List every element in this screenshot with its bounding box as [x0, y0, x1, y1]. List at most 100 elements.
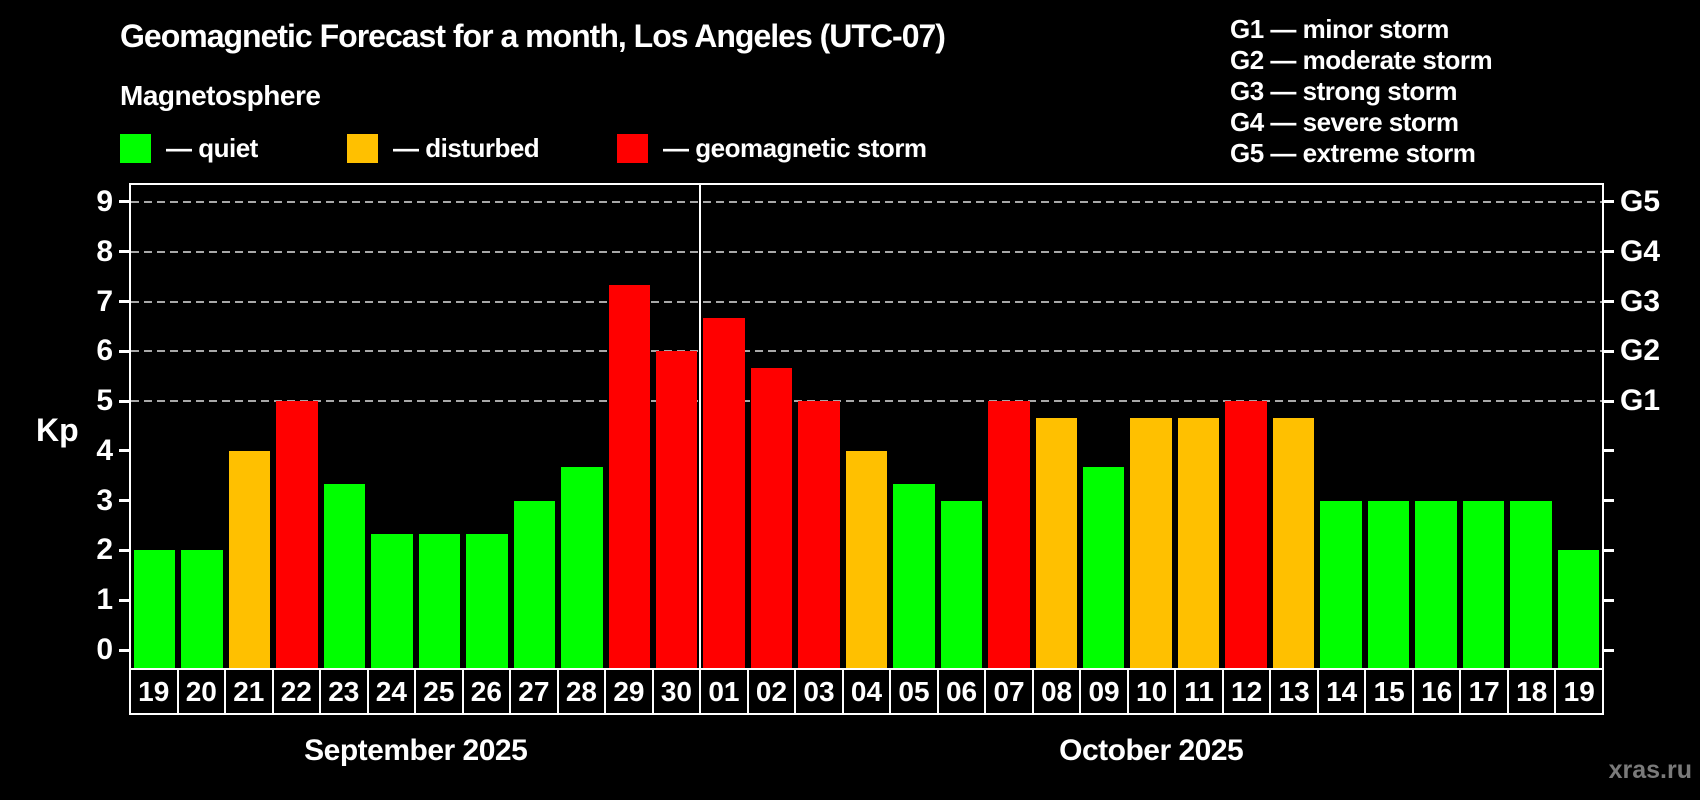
kp-bar: [323, 484, 366, 668]
y-axis-tick-right: [1604, 399, 1614, 403]
y-axis-tick-right: [1604, 449, 1614, 453]
g-level-label: G3: [1620, 284, 1661, 318]
date-cell: 27: [509, 668, 559, 715]
kp-bar: [466, 534, 508, 668]
kp-bar: [608, 285, 650, 668]
g1-legend-row: G1 — minor storm: [1230, 14, 1449, 44]
date-cell: 05: [889, 668, 939, 715]
y-axis-tick-right: [1604, 648, 1614, 652]
date-cell: 03: [794, 668, 844, 715]
date-cell: 18: [1506, 668, 1557, 715]
y-axis-tick-left: [119, 300, 129, 304]
kp-bar: [1177, 417, 1220, 668]
g4-legend-row: G4 — severe storm: [1230, 107, 1459, 137]
kp-bar: [1225, 401, 1267, 668]
date-axis-row: 19 20 21 22 23 24 25 26 27 28 29 30 01 02 03 04 05 06 07 08…: [129, 668, 1604, 715]
y-axis-tick-right: [1604, 499, 1614, 503]
kp-bar: [940, 500, 983, 668]
date-cell: 26: [461, 668, 512, 715]
disturbed-legend-label: — disturbed: [393, 133, 540, 163]
kp-bar: [1083, 467, 1125, 668]
g2-legend-row: G2 — moderate storm: [1230, 45, 1493, 75]
date-cell: 02: [746, 668, 797, 715]
date-cell: 12: [1221, 668, 1272, 715]
date-cell: 20: [176, 668, 227, 715]
kp-gridline: [131, 300, 1602, 303]
kp-bar: [703, 317, 745, 668]
y-axis-title: Kp: [36, 412, 79, 448]
date-cell: 07: [984, 668, 1034, 715]
date-cell: 09: [1079, 668, 1129, 715]
y-axis-tick-left: [119, 349, 129, 353]
y-axis-tick-right: [1604, 349, 1614, 353]
quiet-legend-swatch: [120, 134, 151, 163]
date-cell: 13: [1269, 668, 1319, 715]
date-cell: 15: [1364, 668, 1414, 715]
date-cell: 23: [319, 668, 369, 715]
y-axis-tick-label: 5: [96, 384, 113, 418]
kp-gridline: [131, 350, 1602, 353]
plot-border-right: [1602, 183, 1604, 670]
date-cell: 21: [224, 668, 274, 715]
y-axis-tick-label: 9: [96, 184, 113, 218]
y-axis-tick-left: [119, 399, 129, 403]
kp-bar: [1272, 417, 1315, 668]
y-axis-tick-left: [119, 548, 129, 552]
date-cell: 06: [936, 668, 987, 715]
date-cell: 22: [271, 668, 322, 715]
kp-bar: [1557, 550, 1599, 668]
date-cell: 19: [1554, 668, 1604, 715]
kp-gridline: [131, 200, 1602, 203]
y-axis-tick-label: 4: [96, 433, 113, 467]
y-axis-tick-left: [119, 200, 129, 204]
kp-bar: [1415, 500, 1457, 668]
kp-bar: [1510, 500, 1552, 668]
disturbed-legend-swatch: [347, 134, 378, 163]
g-level-label: G5: [1620, 184, 1661, 218]
chart-subtitle: Magnetosphere: [120, 80, 321, 111]
kp-bar: [276, 401, 318, 668]
chart-title: Geomagnetic Forecast for a month, Los An…: [120, 18, 946, 54]
y-axis-tick-left: [119, 598, 129, 602]
g-scale-legend: G1 — minor storm G2 — moderate storm G3 …: [1230, 14, 1493, 169]
plot-border-top: [129, 183, 1604, 185]
kp-bar: [845, 450, 888, 668]
kp-bar: [1035, 417, 1078, 668]
date-cell: 17: [1459, 668, 1509, 715]
kp-bar: [1462, 500, 1505, 668]
kp-gridline: [131, 250, 1602, 253]
g5-legend-row: G5 — extreme storm: [1230, 138, 1476, 168]
kp-bar: [181, 550, 223, 668]
date-cell: 16: [1411, 668, 1462, 715]
y-axis-tick-label: 1: [96, 583, 113, 617]
g-level-label: G1: [1620, 384, 1661, 418]
plot-border-left: [129, 183, 131, 670]
y-axis-tick-right: [1604, 200, 1614, 204]
y-axis-tick-label: 7: [96, 284, 113, 318]
storm-legend-label: — geomagnetic storm: [663, 133, 927, 163]
y-axis-tick-left: [119, 449, 129, 453]
g-level-label: G4: [1620, 234, 1661, 268]
y-axis-tick-label: 3: [96, 483, 113, 517]
date-cell: 08: [1031, 668, 1082, 715]
kp-bar: [513, 500, 556, 668]
kp-bar: [1367, 500, 1410, 668]
kp-bar: [134, 550, 176, 668]
kp-bar: [371, 534, 413, 668]
date-cell: 28: [556, 668, 607, 715]
date-cell: 19: [129, 668, 179, 715]
y-axis-tick-right: [1604, 598, 1614, 602]
date-cell: 25: [414, 668, 464, 715]
g3-legend-row: G3 — strong storm: [1230, 76, 1457, 106]
date-cell: 29: [604, 668, 654, 715]
date-cell: 04: [841, 668, 892, 715]
date-cell: 10: [1126, 668, 1177, 715]
storm-legend-swatch: [617, 134, 648, 163]
date-cell: 01: [699, 668, 749, 715]
y-axis-tick-left: [119, 648, 129, 652]
watermark: xras.ru: [1608, 756, 1692, 784]
date-cell: 11: [1174, 668, 1224, 715]
kp-bar: [988, 401, 1030, 668]
kp-bar: [893, 484, 935, 668]
